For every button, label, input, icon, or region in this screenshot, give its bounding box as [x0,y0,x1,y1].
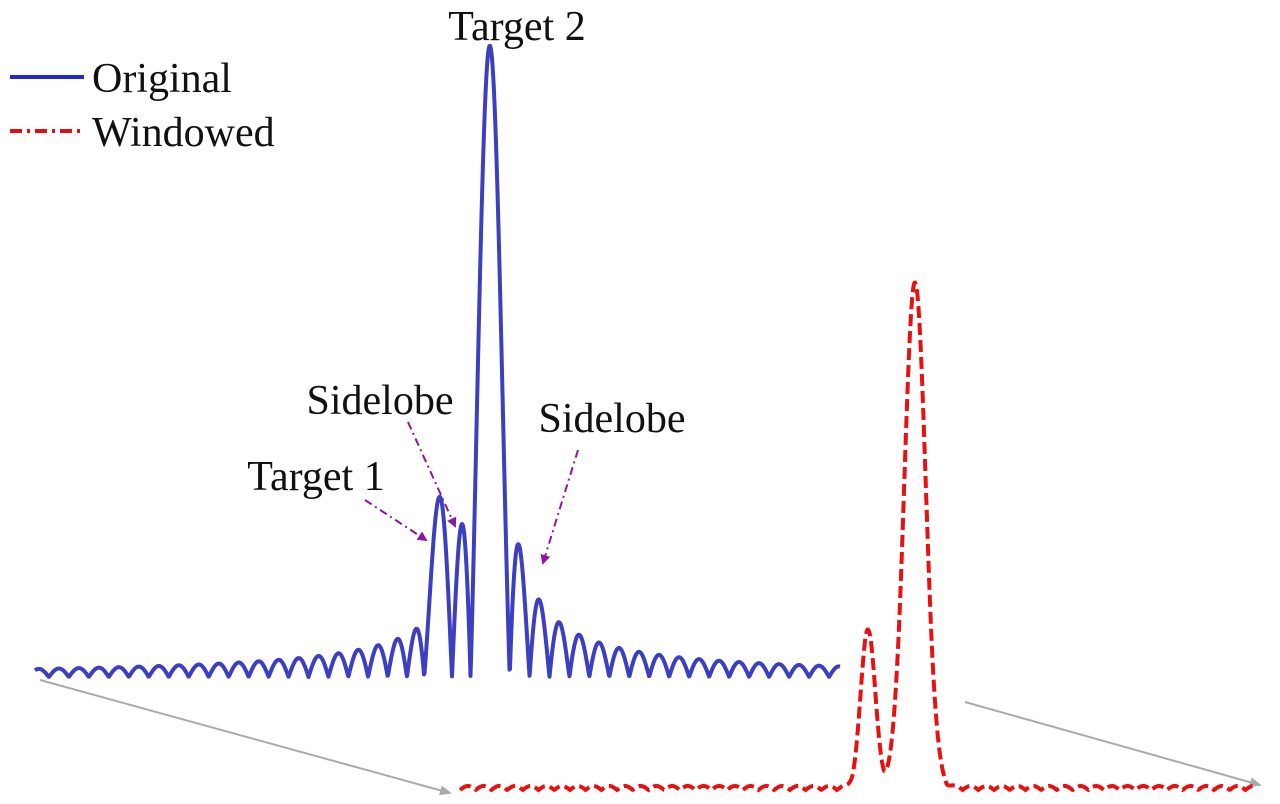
pointer-arrow [540,449,579,565]
transition-arrow [964,701,1262,788]
windowed-curve [458,280,1256,793]
annotation: Sidelobe [539,396,686,442]
annotation: Target 1 [247,454,384,500]
original-curve [33,43,842,679]
legend-label: Windowed [92,110,275,156]
annotation: Sidelobe [307,378,454,424]
legend-label: Original [92,56,232,102]
pointer-arrow [364,499,428,542]
pointer-arrow [407,421,457,528]
annotation: Target 2 [448,4,585,50]
transition-arrow [39,679,452,796]
